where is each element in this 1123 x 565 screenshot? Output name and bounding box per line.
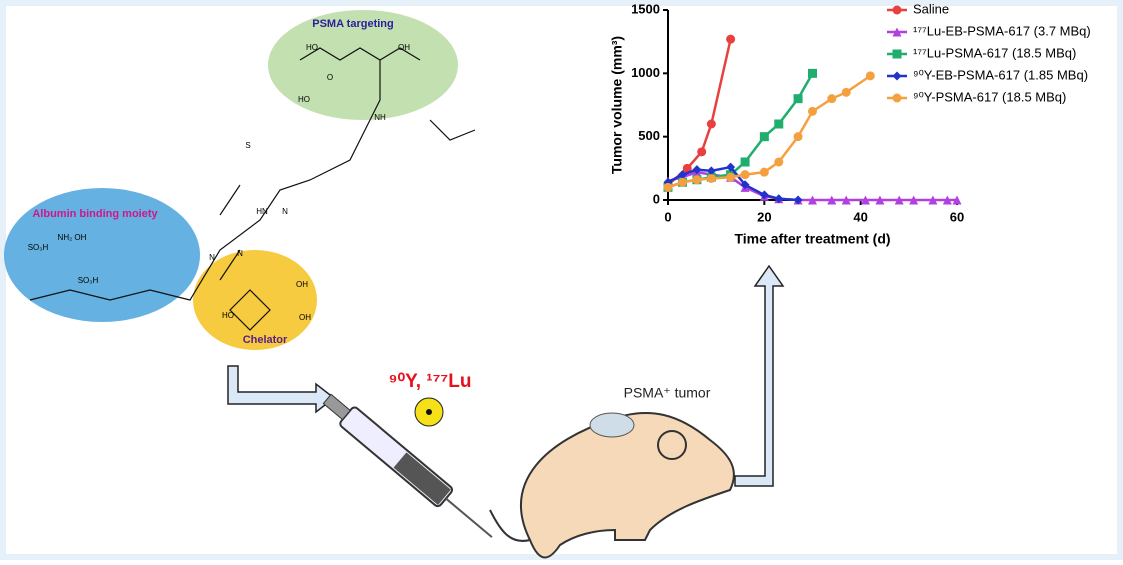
point	[663, 182, 673, 192]
point	[892, 71, 902, 81]
point	[726, 34, 736, 44]
atom-label: OH	[299, 313, 311, 322]
isotope-label: ⁹⁰Y, ¹⁷⁷Lu	[389, 371, 472, 392]
point	[692, 165, 702, 175]
point	[892, 5, 902, 15]
point	[875, 195, 885, 205]
point	[827, 195, 837, 205]
point	[841, 195, 851, 205]
mouse-ear	[657, 430, 687, 460]
point	[677, 170, 687, 180]
point	[860, 195, 870, 205]
targeting-label: PSMA targeting	[312, 18, 394, 30]
atom-label: N	[209, 253, 215, 262]
x-tick-label: 20	[757, 209, 771, 224]
legend-label: ¹⁷⁷Lu-PSMA-617 (18.5 MBq)	[913, 45, 1076, 60]
point	[952, 195, 962, 205]
tumor	[589, 412, 635, 438]
point	[892, 27, 902, 37]
point	[740, 157, 750, 167]
atom-label: OH	[296, 280, 308, 289]
atom-label: HO	[306, 43, 318, 52]
point	[928, 195, 938, 205]
legend-label: ⁹⁰Y-EB-PSMA-617 (1.85 MBq)	[913, 67, 1088, 82]
point	[892, 93, 902, 103]
atom-label: O	[327, 73, 333, 82]
point	[909, 195, 919, 205]
atom-label: HO	[222, 311, 234, 320]
point	[841, 87, 851, 97]
point	[706, 173, 716, 183]
point	[774, 194, 784, 204]
x-tick-label: 60	[950, 209, 964, 224]
mouse-tail	[489, 509, 531, 542]
point	[942, 195, 952, 205]
x-tick-label: 0	[664, 209, 671, 224]
albumin-blob	[4, 188, 200, 322]
targeting-blob	[268, 10, 458, 120]
chelator-label: Chelator	[243, 334, 288, 346]
atom-label: HN	[256, 207, 268, 216]
atom-label: OH	[398, 43, 410, 52]
point	[726, 172, 736, 182]
point	[759, 167, 769, 177]
atom-label: NH	[374, 113, 386, 122]
y-tick-label: 1000	[631, 65, 660, 80]
point	[692, 175, 702, 185]
point	[808, 68, 817, 78]
point	[740, 170, 750, 180]
legend-label: Saline	[913, 1, 949, 16]
atom-label: N	[237, 249, 243, 258]
atom-label: S	[245, 141, 250, 150]
arrow-up	[734, 264, 785, 487]
legend-label: ⁹⁰Y-PSMA-617 (18.5 MBq)	[913, 89, 1066, 104]
point	[808, 195, 817, 205]
atom-label: N	[282, 207, 288, 216]
point	[726, 162, 736, 172]
point	[697, 147, 707, 157]
point	[793, 94, 803, 104]
tumor-label: PSMA⁺ tumor	[624, 385, 711, 401]
point	[740, 180, 750, 190]
point	[865, 71, 875, 81]
structure	[29, 47, 476, 331]
y-tick-label: 500	[638, 128, 660, 143]
point	[706, 119, 716, 129]
point	[793, 195, 803, 205]
atom-label: SO₃H	[28, 243, 49, 252]
point	[793, 132, 803, 142]
radiation-core	[426, 409, 432, 415]
legend-label: ¹⁷⁷Lu-EB-PSMA-617 (3.7 MBq)	[913, 23, 1091, 38]
point	[682, 163, 692, 173]
atom-label: HO	[298, 95, 310, 104]
x-tick-label: 40	[853, 209, 867, 224]
point	[759, 132, 769, 142]
chart: 0 500 1000 1500 0 20 40 60 Time after treatment …	[609, 1, 1091, 246]
albumin-label: Albumin binding moiety	[32, 208, 158, 220]
point	[774, 119, 784, 129]
point	[894, 195, 904, 205]
point	[827, 94, 837, 104]
atom-label: SO₃H	[78, 276, 99, 285]
point	[677, 177, 687, 187]
point	[706, 166, 716, 176]
point	[759, 190, 769, 200]
y-axis-label: Tumor volume (mm³)	[609, 36, 625, 174]
y-tick-label: 0	[653, 191, 660, 206]
point	[808, 106, 817, 116]
atom-labels: HO OH O HO NH₂ OH SO₃H SO₃H N N OH HO OH N S HN NH	[28, 43, 411, 322]
point	[892, 49, 902, 59]
atom-label: NH₂ OH	[58, 233, 87, 242]
x-axis-label: Time after treatment (d)	[734, 231, 890, 247]
point	[774, 157, 784, 167]
syringe	[322, 393, 493, 538]
y-tick-label: 1500	[631, 1, 660, 16]
